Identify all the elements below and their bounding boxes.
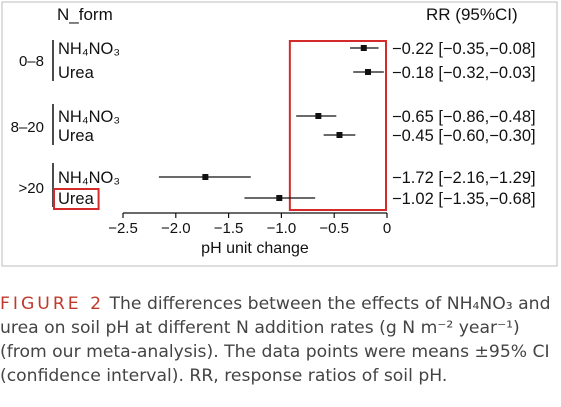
x-tick-label: −1.0	[267, 220, 297, 237]
figure-caption: FIGURE 2 The differences between the eff…	[0, 292, 561, 388]
mean-point	[276, 195, 283, 201]
mean-point	[360, 45, 367, 51]
form-label: Urea	[58, 64, 95, 82]
highlight-label-box	[53, 188, 100, 210]
forest-plot-svg: N_form RR (95%CI) 0–8 NH₄NO₃ −0.22 [−0.35,−0…	[1, 1, 558, 267]
mean-point	[202, 174, 209, 180]
form-label: NH₄NO₃	[58, 108, 120, 126]
mean-point	[315, 113, 322, 119]
form-label: Urea	[58, 190, 95, 208]
x-tick-label: −1.5	[214, 220, 244, 237]
rr-value: −0.65 [−0.86,−0.48]	[392, 108, 536, 126]
figure-frame	[1, 1, 558, 267]
group-label: 0–8	[19, 53, 44, 70]
rr-value: −0.22 [−0.35,−0.08]	[392, 40, 536, 58]
rr-value: −0.18 [−0.32,−0.03]	[392, 64, 536, 82]
form-label: NH₄NO₃	[58, 40, 120, 58]
rr-header: RR (95%CI)	[426, 5, 518, 24]
mean-point	[364, 69, 371, 75]
figure-label: FIGURE 2	[0, 294, 105, 314]
mean-point	[336, 132, 343, 138]
x-tick-label: −0.5	[319, 220, 349, 237]
form-label: NH₄NO₃	[58, 169, 120, 187]
group-label: 8–20	[11, 119, 44, 136]
x-tick-label: −2.0	[161, 220, 191, 237]
group-label: >20	[19, 180, 44, 197]
rr-value: −1.72 [−2.16,−1.29]	[392, 169, 536, 187]
form-label: Urea	[58, 127, 95, 145]
x-axis-label: pH unit change	[201, 240, 309, 257]
x-tick-label: 0	[383, 220, 391, 237]
caption-text: The differences between the effects of N…	[0, 294, 551, 386]
rr-value: −0.45 [−0.60,−0.30]	[392, 127, 536, 145]
group-header: N_form	[57, 5, 113, 24]
forest-plot: N_form RR (95%CI) 0–8 NH₄NO₃ −0.22 [−0.35,−0…	[1, 1, 558, 267]
x-tick-label: −2.5	[108, 220, 138, 237]
highlight-region	[288, 40, 387, 211]
rr-value: −1.02 [−1.35,−0.68]	[392, 190, 536, 208]
